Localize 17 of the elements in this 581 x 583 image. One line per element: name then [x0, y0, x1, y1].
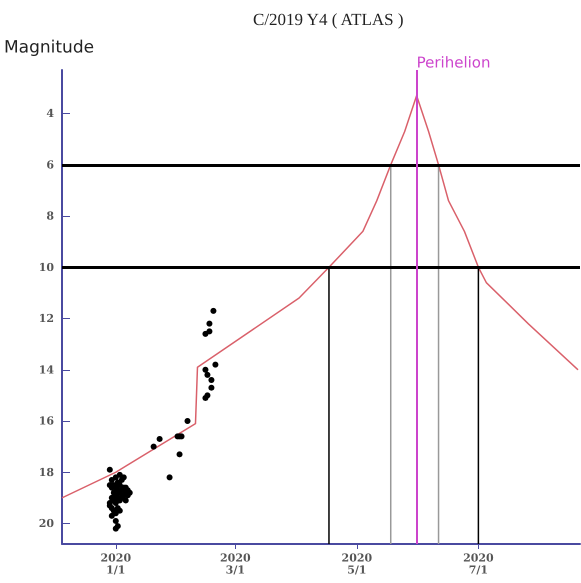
x-tick-label: 2020 5/1	[342, 552, 373, 576]
x-tick-label: 2020 1/1	[100, 552, 132, 576]
y-axis-title: Magnitude	[4, 38, 94, 58]
x-tick-label: 2020 3/1	[220, 552, 251, 576]
y-tick-label: 14	[38, 363, 54, 376]
x-tick-label: 2020 7/1	[463, 552, 494, 576]
y-tick-label: 20	[38, 517, 54, 530]
y-tick-label: 8	[46, 210, 54, 223]
line-series	[61, 94, 579, 499]
y-tick-label: 12	[38, 312, 54, 326]
y-tick-label: 6	[46, 158, 54, 172]
y-tick-label: 10	[38, 260, 54, 274]
y-tick-label: 4	[46, 107, 54, 120]
y-tick-label: 16	[38, 414, 54, 428]
y-tick-label: 18	[38, 466, 54, 479]
ref-line-label: Perihelion	[416, 54, 490, 72]
chart-title: C/2019 Y4 ( ATLAS )	[253, 10, 404, 29]
